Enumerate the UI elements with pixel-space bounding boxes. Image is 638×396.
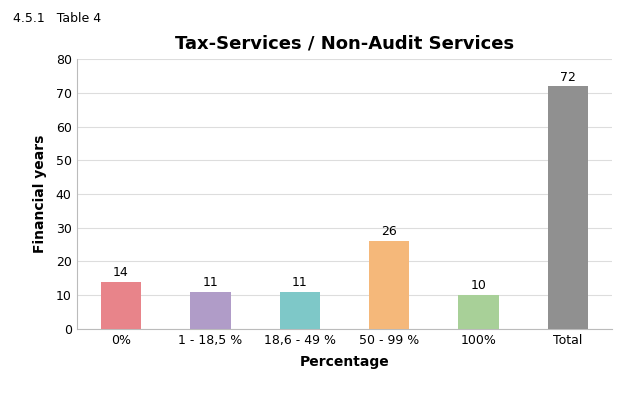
Bar <box>190 291 230 329</box>
Text: 11: 11 <box>292 276 308 289</box>
Bar <box>548 86 588 329</box>
Text: 10: 10 <box>471 279 487 292</box>
Bar <box>459 295 499 329</box>
Text: 4.5.1   Table 4: 4.5.1 Table 4 <box>13 12 101 25</box>
X-axis label: Percentage: Percentage <box>300 355 389 369</box>
Text: 72: 72 <box>560 70 576 84</box>
Text: 14: 14 <box>113 266 129 279</box>
Bar <box>369 241 410 329</box>
Bar <box>279 291 320 329</box>
Text: 11: 11 <box>202 276 218 289</box>
Title: Tax-Services / Non-Audit Services: Tax-Services / Non-Audit Services <box>175 34 514 52</box>
Text: 26: 26 <box>382 225 397 238</box>
Bar <box>101 282 141 329</box>
Y-axis label: Financial years: Financial years <box>33 135 47 253</box>
